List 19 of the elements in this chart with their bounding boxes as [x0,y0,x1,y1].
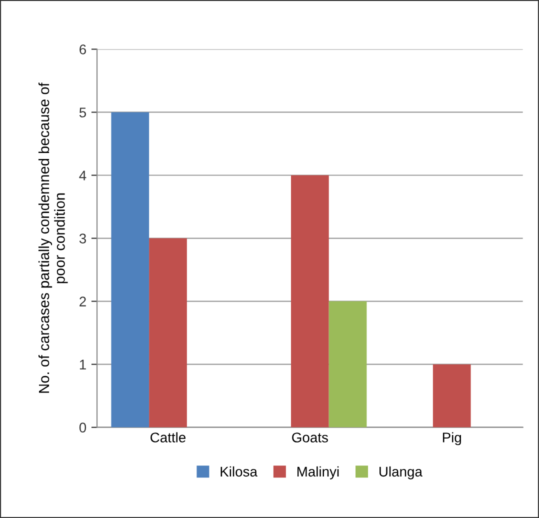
bar [111,112,150,428]
bar [328,301,367,428]
y-tick-label: 2 [80,296,86,306]
legend-label: Kilosa [220,466,258,477]
bar [291,175,329,428]
x-tick-label: Pig [442,432,462,446]
y-tick-label: 4 [79,170,86,180]
y-tick-label: 6 [80,44,86,54]
y-tick-label: 5 [79,108,86,118]
x-tick-label: Goats [292,432,328,442]
x-tick-label: Cattle [150,432,186,442]
bar [149,238,187,428]
bar [432,364,471,428]
y-tick-label: 3 [79,234,86,244]
y-axis-title: No. of carcases partially condemned because of poor condition [38,82,68,393]
legend-label: Malinyi [297,466,339,480]
legend-label: Ulanga [380,466,422,480]
y-tick-label: 1 [80,360,86,370]
y-tick-label: 0 [79,422,86,433]
